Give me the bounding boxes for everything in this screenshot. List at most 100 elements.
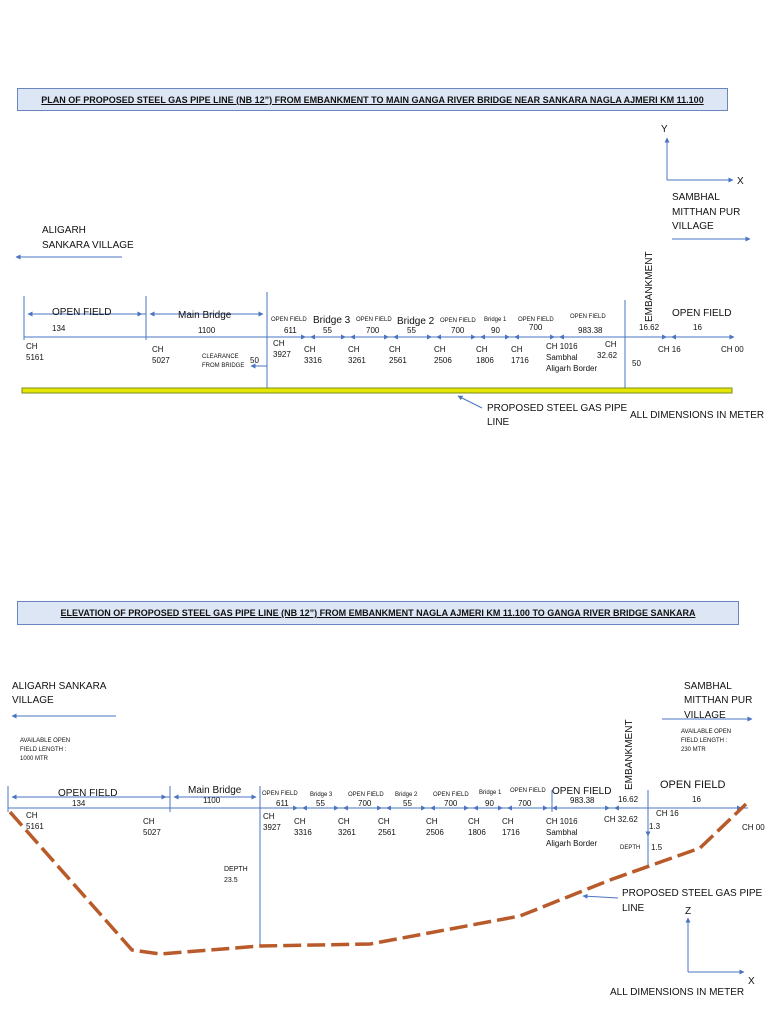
elev-seg-label: OPEN FIELD [262, 791, 298, 797]
plan-seg-label: OPEN FIELD [440, 318, 476, 324]
svg-text:CH: CH [511, 345, 523, 354]
plan-segment-labels: OPEN FIELD 134 Main Bridge 1100 OPEN FIE… [52, 307, 731, 335]
svg-text:3261: 3261 [348, 356, 366, 365]
svg-text:CH: CH [476, 345, 488, 354]
plan-chainages: CH 5161 CH 5027 CH 3927 CH 3316 CH 3261 CH 256… [26, 339, 744, 373]
plan-pipe-label: PROPOSED STEEL GAS PIPE LINE [487, 403, 628, 428]
svg-text:CH: CH [434, 345, 446, 354]
plan-title: PLAN OF PROPOSED STEEL GAS PIPE LINE (NB… [17, 88, 728, 111]
svg-text:Sambhal: Sambhal [546, 353, 578, 362]
svg-text:AVAILABLE OPEN: AVAILABLE OPEN [20, 738, 70, 744]
svg-text:50: 50 [250, 356, 259, 365]
svg-text:LINE: LINE [622, 903, 645, 914]
elev-axis-indicator [685, 917, 745, 975]
elev-chainages: CH 5161 CH 5027 CH 3927 CH 3316 CH 3261 CH 256… [26, 809, 765, 848]
plan-seg-label: OPEN FIELD [518, 317, 554, 323]
svg-text:23.5: 23.5 [224, 877, 238, 884]
elev-depth-small: DEPTH [620, 845, 640, 851]
svg-text:CH: CH [389, 345, 401, 354]
svg-text:MITTHAN PUR: MITTHAN PUR [672, 207, 740, 218]
svg-text:CH 00: CH 00 [742, 823, 765, 832]
svg-text:MITTHAN PUR: MITTHAN PUR [684, 695, 752, 706]
elev-seg-label: Bridge 2 [395, 792, 418, 798]
elev-seg-value: 611 [276, 799, 289, 808]
svg-text:2506: 2506 [426, 828, 444, 837]
elev-seg-value: 700 [358, 799, 372, 808]
svg-text:CH 16: CH 16 [658, 345, 681, 354]
svg-text:CH: CH [468, 817, 480, 826]
elev-seg-value: 700 [518, 799, 532, 808]
svg-text:Aligarh Border: Aligarh Border [546, 839, 597, 848]
svg-text:CH 1016: CH 1016 [546, 817, 578, 826]
svg-text:3927: 3927 [263, 823, 281, 832]
plan-seg-value: 55 [323, 326, 332, 335]
elev-seg-value: 90 [485, 799, 494, 808]
svg-text:CH: CH [502, 817, 514, 826]
svg-text:VILLAGE: VILLAGE [672, 221, 714, 232]
elev-left-avail: AVAILABLE OPEN FIELD LENGTH : 1000 MTR [20, 738, 70, 762]
plan-seg-value: 90 [491, 326, 500, 335]
elev-small-arrows [293, 805, 742, 811]
plan-seg-value: 611 [284, 326, 297, 335]
plan-seg-value: 55 [407, 326, 416, 335]
svg-text:3261: 3261 [338, 828, 356, 837]
elev-dimension-ticks [7, 786, 649, 945]
plan-dimension-ticks [23, 292, 626, 390]
elev-axis-x: X [748, 976, 755, 987]
elev-pipe-pointer [582, 893, 619, 899]
svg-text:50: 50 [632, 359, 641, 368]
svg-text:CH: CH [294, 817, 306, 826]
svg-text:CH: CH [348, 345, 360, 354]
plan-axis-y: Y [661, 124, 668, 135]
plan-seg-value: 983.38 [578, 326, 603, 335]
plan-seg-value: 16.62 [639, 323, 660, 332]
svg-text:AVAILABLE OPEN: AVAILABLE OPEN [681, 729, 731, 735]
plan-seg-label: OPEN FIELD [672, 308, 731, 319]
elev-seg-value: 55 [403, 799, 412, 808]
elev-seg-value: 1100 [203, 796, 221, 805]
plan-axis-x: X [737, 176, 744, 187]
elev-depth-val-1: 1.3 [649, 822, 661, 831]
svg-text:CH: CH [26, 811, 38, 820]
elev-seg-value: 16 [692, 795, 701, 804]
svg-text:2506: 2506 [434, 356, 452, 365]
plan-seg-label: Bridge 2 [397, 316, 435, 327]
svg-text:1000 MTR: 1000 MTR [20, 756, 49, 762]
plan-seg-label: Main Bridge [178, 310, 232, 321]
plan-seg-label: Bridge 3 [313, 315, 351, 326]
svg-text:CH 1016: CH 1016 [546, 342, 578, 351]
svg-text:1716: 1716 [502, 828, 520, 837]
elev-seg-label: OPEN FIELD [660, 779, 725, 791]
svg-text:3927: 3927 [273, 350, 291, 359]
elev-seg-label: OPEN FIELD [510, 788, 546, 794]
svg-text:CH: CH [378, 817, 390, 826]
plan-embankment-label: EMBANKMENT [644, 251, 655, 322]
plan-small-arrows [301, 334, 676, 340]
svg-text:230 MTR: 230 MTR [681, 747, 706, 753]
elev-right-place: SAMBHAL MITTHAN PUR VILLAGE [684, 681, 752, 721]
elev-seg-label: OPEN FIELD [348, 792, 384, 798]
svg-text:3316: 3316 [294, 828, 312, 837]
plan-dimension-arrows [27, 311, 267, 369]
plan-seg-label: OPEN FIELD [356, 317, 392, 323]
elev-depth-main: DEPTH 23.5 [224, 866, 248, 884]
elev-seg-label: Main Bridge [188, 785, 242, 796]
plan-axis-indicator [664, 137, 734, 183]
plan-seg-value: 134 [52, 324, 66, 333]
svg-text:CH: CH [26, 342, 38, 351]
svg-text:CH: CH [605, 340, 617, 349]
elev-pipe-line [8, 802, 748, 956]
elev-embankment-label: EMBANKMENT [624, 719, 635, 790]
svg-text:ALIGARH SANKARA: ALIGARH SANKARA [12, 681, 107, 692]
svg-text:3316: 3316 [304, 356, 322, 365]
plan-seg-label: OPEN FIELD [271, 317, 307, 323]
svg-text:SANKARA VILLAGE: SANKARA VILLAGE [42, 240, 134, 251]
svg-text:1806: 1806 [476, 356, 494, 365]
plan-seg-value: 700 [451, 326, 465, 335]
svg-text:CH: CH [426, 817, 438, 826]
svg-text:CLEARANCE: CLEARANCE [202, 354, 239, 360]
elev-seg-label: Bridge 3 [310, 792, 333, 798]
elev-depth-val-2: 1.5 [651, 843, 663, 852]
svg-text:5027: 5027 [143, 828, 161, 837]
